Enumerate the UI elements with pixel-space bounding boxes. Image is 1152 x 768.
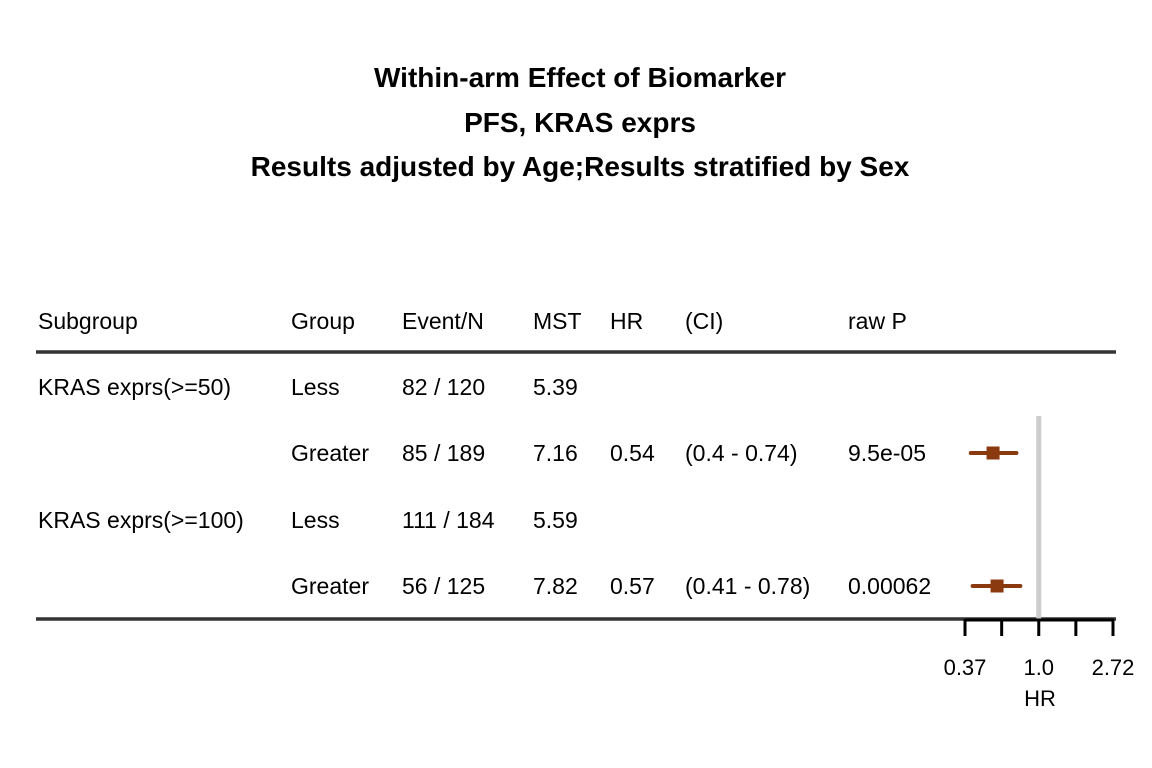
row-2-subgroup: KRAS exprs(>=100) (38, 507, 244, 533)
row-3-hr: 0.57 (610, 573, 655, 599)
hr-point-1 (990, 579, 1004, 593)
header-mst: MST (533, 308, 582, 334)
row-2-event-n: 111 / 184 (402, 507, 495, 533)
row-0-group: Less (291, 374, 340, 400)
x-tick-label-2: 1.0 (1023, 655, 1054, 680)
chart-title-line-2: PFS, KRAS exprs (464, 107, 696, 138)
row-1-ci: (0.4 - 0.74) (685, 440, 798, 466)
x-tick-label-4: 2.72 (1092, 655, 1135, 680)
chart-title-line-3: Results adjusted by Age;Results stratifi… (250, 151, 910, 182)
row-2-mst: 5.59 (533, 507, 578, 533)
row-0-mst: 5.39 (533, 374, 578, 400)
row-1-event-n: 85 / 189 (402, 440, 486, 466)
header-raw-p: raw P (848, 308, 907, 334)
header-group: Group (291, 308, 355, 334)
row-3-raw-p: 0.00062 (848, 573, 932, 599)
row-0-subgroup: KRAS exprs(>=50) (38, 374, 232, 400)
header-hr: HR (610, 308, 644, 334)
row-1-raw-p: 9.5e-05 (848, 440, 927, 466)
header-ci: (CI) (685, 308, 724, 334)
row-3-ci: (0.41 - 0.78) (685, 573, 811, 599)
row-3-mst: 7.82 (533, 573, 578, 599)
row-1-mst: 7.16 (533, 440, 578, 466)
row-1-hr: 0.54 (610, 440, 655, 466)
row-0-event-n: 82 / 120 (402, 374, 486, 400)
header-subgroup: Subgroup (38, 308, 138, 334)
x-tick-label-0: 0.37 (944, 655, 987, 680)
header-event-n: Event/N (402, 308, 484, 334)
row-1-group: Greater (291, 440, 369, 466)
row-2-group: Less (291, 507, 340, 533)
x-axis-label: HR (1024, 686, 1056, 711)
row-3-event-n: 56 / 125 (402, 573, 486, 599)
row-3-group: Greater (291, 573, 369, 599)
hr-point-0 (986, 446, 1000, 460)
chart-title-line-1: Within-arm Effect of Biomarker (373, 62, 787, 93)
